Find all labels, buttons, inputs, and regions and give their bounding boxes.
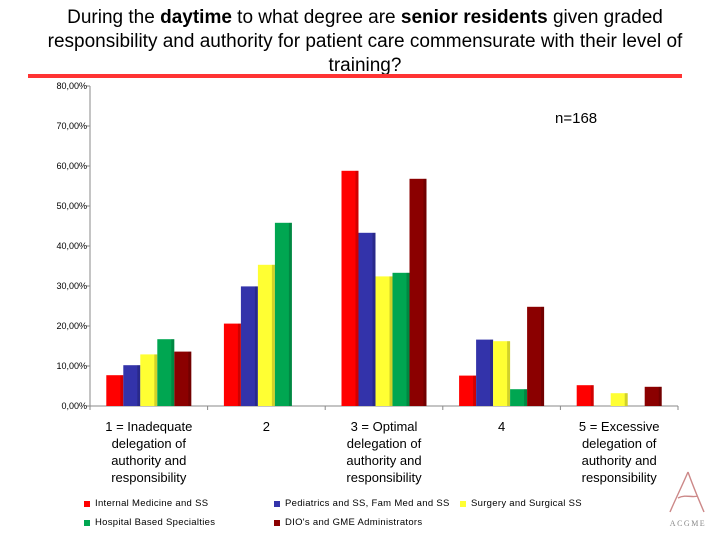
bar-shading [541, 306, 545, 406]
bar-shading [423, 178, 427, 406]
bar [644, 386, 662, 406]
bar-shading [524, 389, 528, 406]
title-bold-daytime: daytime [160, 7, 232, 28]
bar-shading [171, 339, 175, 406]
legend-item: Internal Medicine and SS [84, 498, 208, 509]
chart-title: During the daytime to what degree are se… [30, 6, 700, 78]
bar [274, 222, 292, 406]
title-text-1: During the [67, 7, 161, 28]
legend-item: Hospital Based Specialties [84, 517, 215, 528]
bar-shading [288, 222, 292, 406]
legend-item: DIO's and GME Administrators [274, 517, 422, 528]
bar [123, 365, 141, 406]
title-bold-senior-residents: senior residents [400, 7, 548, 28]
bar [493, 341, 511, 406]
bar [610, 393, 628, 406]
bar [510, 389, 528, 406]
bar [476, 339, 494, 406]
bar-shading [372, 232, 376, 406]
logo-text: ACGME [670, 519, 706, 528]
y-tick-label: 50,00% [56, 201, 87, 211]
bar-shading [237, 323, 241, 406]
y-tick-label: 20,00% [56, 321, 87, 331]
legend-label: DIO's and GME Administrators [285, 517, 423, 528]
bar [174, 351, 192, 406]
y-tick-label: 40,00% [56, 241, 87, 251]
bar [409, 178, 427, 406]
bar [341, 170, 359, 406]
bar-shading [590, 385, 594, 406]
chart-bars [106, 170, 662, 406]
legend-swatch [274, 500, 280, 507]
legend-swatch [84, 519, 90, 526]
sample-size-annotation: n=168 [555, 110, 598, 127]
legend-label: Pediatrics and SS, Fam Med and SS [285, 498, 450, 509]
x-category-label: 2 [262, 419, 270, 434]
legend-label: Surgery and Surgical SS [471, 498, 582, 509]
bar [576, 385, 594, 406]
bar-shading [154, 354, 158, 406]
title-text-3: given graded responsibility and authorit… [47, 7, 683, 76]
bar-shading [188, 351, 192, 406]
y-tick-label: 30,00% [56, 281, 87, 291]
bar [392, 272, 410, 406]
y-tick-label: 0,00% [61, 401, 87, 411]
bar [257, 264, 275, 406]
bar-shading [490, 339, 494, 406]
title-text-2: to what degree are [231, 7, 401, 28]
bar-shading [120, 375, 124, 406]
x-category-label: 5 = Excessive delegation of authority an… [578, 419, 660, 485]
legend-label: Internal Medicine and SS [95, 498, 209, 509]
bar-shading [406, 272, 410, 406]
bar-shading [389, 276, 393, 406]
legend-label: Hospital Based Specialties [95, 517, 216, 528]
bar [157, 339, 175, 406]
legend-swatch [84, 500, 90, 507]
legend-item: Surgery and Surgical SS [460, 498, 582, 509]
bar [358, 232, 376, 406]
bar-shading [507, 341, 511, 406]
bar [106, 375, 124, 406]
bar [527, 306, 545, 406]
bar-shading [271, 264, 275, 406]
y-tick-label: 80,00% [56, 81, 87, 91]
bar [459, 375, 477, 406]
bar-shading [137, 365, 141, 406]
bar-shading [658, 386, 662, 406]
x-category-label: 1 = Inadequate delegation of authority a… [105, 419, 193, 485]
bar [375, 276, 393, 406]
legend-item: Pediatrics and SS, Fam Med and SS [274, 498, 450, 509]
y-tick-label: 70,00% [56, 121, 87, 131]
bar-shading [254, 286, 258, 406]
bar [240, 286, 258, 406]
legend-swatch [460, 500, 466, 507]
y-tick-label: 60,00% [56, 161, 87, 171]
bar-shading [355, 170, 359, 406]
bar-shading [473, 375, 477, 406]
title-divider [28, 74, 682, 78]
bar [140, 354, 158, 406]
bar [223, 323, 241, 406]
acgme-logo-icon: ACGME [669, 471, 706, 528]
y-tick-label: 10,00% [56, 361, 87, 371]
x-category-label: 3 = Optimal delegation of authority and … [346, 419, 422, 485]
bar-shading [624, 393, 628, 406]
x-category-label: 4 [497, 419, 506, 434]
legend-swatch [274, 519, 280, 526]
